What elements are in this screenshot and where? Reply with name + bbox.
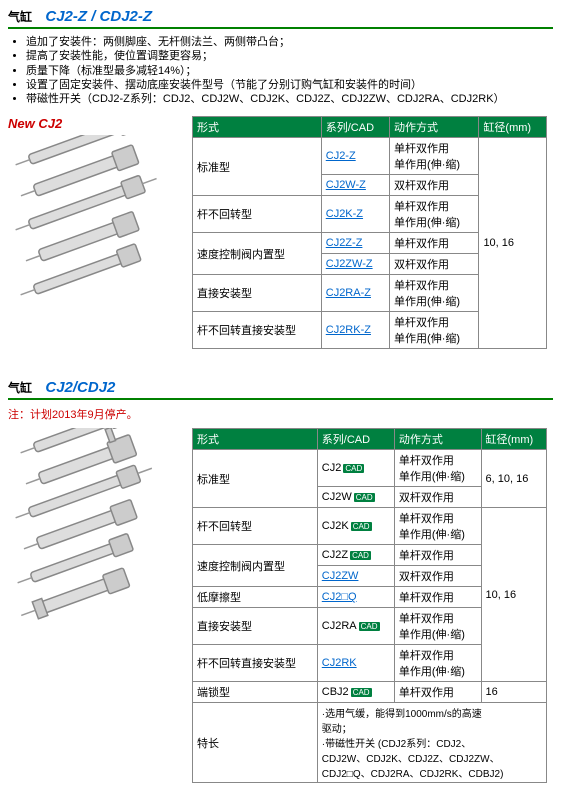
new-cj2-label: New CJ2 — [8, 116, 188, 131]
section1-bullets: 追加了安装件：两侧脚座、无杆侧法兰、两侧带凸台； 提高了安装性能，使位置调整更容… — [8, 35, 553, 106]
section2-content: 形式 系列/CAD 动作方式 缸径(mm) 标准型 CJ2CAD 单杆双作用 单… — [8, 428, 553, 783]
cell-action: 双杆双作用 — [390, 175, 479, 196]
th-type: 形式 — [193, 429, 318, 450]
bullet-item: 追加了安装件：两侧脚座、无杆侧法兰、两侧带凸台； — [26, 35, 553, 49]
cell-feature-label: 特长 — [193, 703, 318, 783]
cell-series-link[interactable]: CJ2Z-Z — [321, 233, 389, 254]
section2-note: 注：计划2013年9月停产。 — [8, 406, 553, 422]
cell-type: 低摩擦型 — [193, 587, 318, 608]
th-bore: 缸径(mm) — [479, 117, 547, 138]
bullet-item: 质量下降（标准型最多减轻14%）； — [26, 64, 553, 78]
cell-action: 单杆双作用 — [394, 545, 481, 566]
cad-badge: CAD — [350, 551, 371, 560]
cell-features: ·选用气缓，能得到1000mm/s的高速 驱动； ·带磁性开关 (CDJ2系列：… — [317, 703, 546, 783]
cell-series-link[interactable]: CJ2RA-Z — [321, 275, 389, 312]
cell-series: CJ2KCAD — [317, 508, 394, 545]
cell-bore: 6, 10, 16 — [481, 450, 546, 508]
cell-type: 端锁型 — [193, 682, 318, 703]
cell-bore: 10, 16 — [479, 138, 547, 349]
series-link[interactable]: CJ2RA — [322, 620, 357, 632]
cell-type: 速度控制阀内置型 — [193, 233, 322, 275]
cad-badge: CAD — [351, 522, 372, 531]
series-link[interactable]: CJ2Z — [322, 549, 348, 561]
section2-header: 气缸 CJ2/CDJ2 — [8, 379, 553, 400]
cell-series-link[interactable]: CJ2-Z — [321, 138, 389, 175]
cell-action: 单杆双作用 — [390, 233, 479, 254]
section2-table: 形式 系列/CAD 动作方式 缸径(mm) 标准型 CJ2CAD 单杆双作用 单… — [192, 428, 547, 783]
cell-action: 单杆双作用 单作用(伸·缩) — [390, 312, 479, 349]
cell-series-link[interactable]: CJ2RK — [317, 645, 394, 682]
section1-header: 气缸 CJ2-Z / CDJ2-Z — [8, 8, 553, 29]
cell-type: 直接安装型 — [193, 608, 318, 645]
cell-action: 单杆双作用 — [394, 587, 481, 608]
cell-action: 单杆双作用 — [394, 682, 481, 703]
cell-series-link[interactable]: CJ2ZW — [317, 566, 394, 587]
cell-action: 单杆双作用 单作用(伸·缩) — [390, 138, 479, 175]
cell-action: 单杆双作用 单作用(伸·缩) — [394, 508, 481, 545]
section1-category: 气缸 — [8, 10, 32, 24]
cell-series-link[interactable]: CJ2W-Z — [321, 175, 389, 196]
cell-series: CJ2WCAD — [317, 487, 394, 508]
table-row: 端锁型 CBJ2CAD 单杆双作用 16 — [193, 682, 547, 703]
th-series: 系列/CAD — [321, 117, 389, 138]
cad-badge: CAD — [359, 622, 380, 631]
cell-series: CBJ2CAD — [317, 682, 394, 703]
table-row-features: 特长 ·选用气缓，能得到1000mm/s的高速 驱动； ·带磁性开关 (CDJ2… — [193, 703, 547, 783]
cylinder-illustration — [8, 428, 183, 628]
bullet-item: 提高了安装性能，使位置调整更容易； — [26, 49, 553, 63]
series-link[interactable]: CJ2 — [322, 462, 342, 474]
cad-badge: CAD — [343, 464, 364, 473]
cell-type: 杆不回转直接安装型 — [193, 645, 318, 682]
cell-action: 单杆双作用 单作用(伸·缩) — [390, 275, 479, 312]
cell-bore: 16 — [481, 682, 546, 703]
cylinder-illustration — [8, 135, 183, 305]
cell-type: 杆不回转型 — [193, 196, 322, 233]
cell-action: 单杆双作用 单作用(伸·缩) — [390, 196, 479, 233]
cell-action: 单杆双作用 单作用(伸·缩) — [394, 450, 481, 487]
cell-type: 标准型 — [193, 450, 318, 508]
cell-action: 双杆双作用 — [394, 566, 481, 587]
cell-series-link[interactable]: CJ2K-Z — [321, 196, 389, 233]
cell-series-link[interactable]: CJ2□Q — [317, 587, 394, 608]
bullet-item: 带磁性开关（CDJ2-Z系列：CDJ2、CDJ2W、CDJ2K、CDJ2Z、CD… — [26, 92, 553, 106]
cell-series-link[interactable]: CJ2ZW-Z — [321, 254, 389, 275]
cell-action: 双杆双作用 — [390, 254, 479, 275]
cell-action: 单杆双作用 单作用(伸·缩) — [394, 645, 481, 682]
series-link[interactable]: CJ2W — [322, 491, 352, 503]
section1-image-col: New CJ2 — [8, 116, 188, 308]
cell-series: CJ2ZCAD — [317, 545, 394, 566]
series-link[interactable]: CJ2K — [322, 520, 349, 532]
cell-action: 单杆双作用 单作用(伸·缩) — [394, 608, 481, 645]
table-row: 杆不回转型 CJ2KCAD 单杆双作用 单作用(伸·缩) 10, 16 — [193, 508, 547, 545]
cell-action: 双杆双作用 — [394, 487, 481, 508]
cell-type: 直接安装型 — [193, 275, 322, 312]
bullet-item: 设置了固定安装件、摆动底座安装件型号（节能了分别订购气缸和安装件的时间） — [26, 78, 553, 92]
th-series: 系列/CAD — [317, 429, 394, 450]
section2-category: 气缸 — [8, 381, 32, 395]
cell-series: CJ2CAD — [317, 450, 394, 487]
cell-type: 速度控制阀内置型 — [193, 545, 318, 587]
cad-badge: CAD — [351, 688, 372, 697]
th-action: 动作方式 — [390, 117, 479, 138]
cell-series: CJ2RACAD — [317, 608, 394, 645]
cell-bore: 10, 16 — [481, 508, 546, 682]
cad-badge: CAD — [354, 493, 375, 502]
cell-type: 杆不回转型 — [193, 508, 318, 545]
section2-image-col — [8, 428, 188, 631]
section1-model: CJ2-Z / CDJ2-Z — [45, 8, 152, 25]
cell-type: 标准型 — [193, 138, 322, 196]
cell-type: 杆不回转直接安装型 — [193, 312, 322, 349]
section1-content: New CJ2 形式 系列/CAD 动作方式 缸径(mm) 标准型 CJ2-Z … — [8, 116, 553, 349]
th-bore: 缸径(mm) — [481, 429, 546, 450]
table-row: 标准型 CJ2-Z 单杆双作用 单作用(伸·缩) 10, 16 — [193, 138, 547, 175]
table-row: 标准型 CJ2CAD 单杆双作用 单作用(伸·缩) 6, 10, 16 — [193, 450, 547, 487]
section2-model: CJ2/CDJ2 — [45, 379, 115, 396]
th-type: 形式 — [193, 117, 322, 138]
th-action: 动作方式 — [394, 429, 481, 450]
section1-table: 形式 系列/CAD 动作方式 缸径(mm) 标准型 CJ2-Z 单杆双作用 单作… — [192, 116, 547, 349]
series-link[interactable]: CBJ2 — [322, 686, 349, 698]
cell-series-link[interactable]: CJ2RK-Z — [321, 312, 389, 349]
